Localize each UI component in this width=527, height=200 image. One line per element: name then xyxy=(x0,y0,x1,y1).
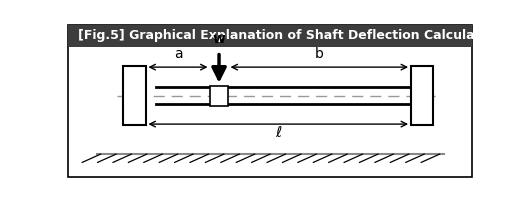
Text: a: a xyxy=(174,47,182,61)
Text: w: w xyxy=(212,32,226,46)
Text: ℓ: ℓ xyxy=(275,125,281,140)
Bar xyxy=(123,66,145,125)
Bar xyxy=(210,86,228,106)
Text: [Fig.5] Graphical Explanation of Shaft Deflection Calculation: [Fig.5] Graphical Explanation of Shaft D… xyxy=(78,29,502,42)
Bar xyxy=(411,66,434,125)
Bar xyxy=(68,25,472,47)
Text: b: b xyxy=(315,47,324,61)
